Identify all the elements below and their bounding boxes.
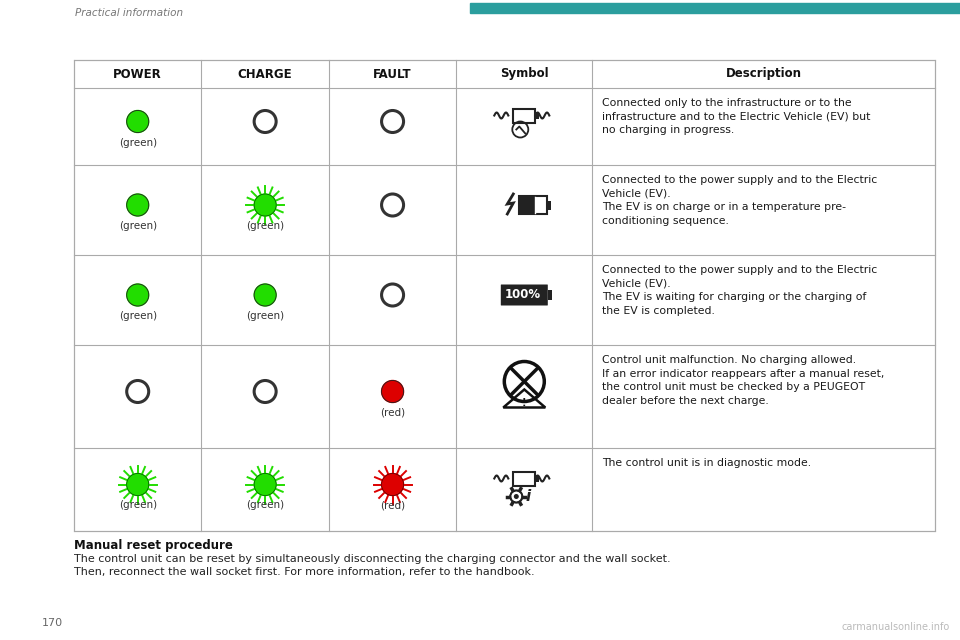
Circle shape: [381, 474, 403, 495]
Circle shape: [127, 194, 149, 216]
Text: The control unit is in diagnostic mode.: The control unit is in diagnostic mode.: [602, 458, 811, 468]
Bar: [74, 60, 935, 531]
Text: Then, reconnect the wall socket first. For more information, refer to the handbo: Then, reconnect the wall socket first. F…: [74, 567, 535, 577]
Circle shape: [381, 381, 403, 403]
Text: Connected to the power supply and to the Electric
Vehicle (EV).
The EV is waitin: Connected to the power supply and to the…: [602, 265, 877, 316]
Circle shape: [514, 494, 518, 499]
Text: Manual reset procedure: Manual reset procedure: [74, 539, 233, 552]
Circle shape: [512, 492, 521, 502]
Text: Description: Description: [726, 67, 802, 81]
Text: (red): (red): [380, 408, 405, 417]
Circle shape: [254, 284, 276, 306]
Text: (green): (green): [119, 311, 156, 321]
Text: Connected only to the infrastructure or to the
infrastructure and to the Electri: Connected only to the infrastructure or …: [602, 98, 871, 135]
Text: CHARGE: CHARGE: [238, 67, 293, 81]
Text: 170: 170: [42, 618, 63, 628]
Bar: [519, 196, 547, 214]
Text: i: i: [526, 489, 531, 504]
Text: 100%: 100%: [504, 289, 540, 301]
Text: (green): (green): [246, 311, 284, 321]
Text: (green): (green): [119, 221, 156, 231]
Text: POWER: POWER: [113, 67, 162, 81]
Text: Symbol: Symbol: [500, 67, 548, 81]
Bar: [514, 109, 536, 122]
Circle shape: [254, 194, 276, 216]
Bar: [548, 290, 552, 300]
Text: (green): (green): [119, 500, 156, 511]
Bar: [519, 196, 535, 214]
Text: (green): (green): [119, 138, 156, 147]
Text: Control unit malfunction. No charging allowed.
If an error indicator reappears a: Control unit malfunction. No charging al…: [602, 355, 885, 406]
Circle shape: [127, 474, 149, 495]
Text: (red): (red): [380, 500, 405, 511]
Text: Connected to the power supply and to the Electric
Vehicle (EV).
The EV is on cha: Connected to the power supply and to the…: [602, 175, 877, 226]
Circle shape: [254, 474, 276, 495]
Circle shape: [127, 284, 149, 306]
Bar: [536, 476, 539, 481]
Text: !: !: [522, 397, 526, 408]
Text: FAULT: FAULT: [373, 67, 412, 81]
Bar: [470, 3, 960, 13]
Bar: [536, 113, 539, 118]
Circle shape: [514, 494, 518, 499]
Bar: [547, 200, 551, 209]
Text: (green): (green): [246, 221, 284, 231]
Text: The control unit can be reset by simultaneously disconnecting the charging conne: The control unit can be reset by simulta…: [74, 554, 671, 564]
Text: Practical information: Practical information: [75, 8, 183, 18]
Bar: [514, 472, 536, 486]
Text: (green): (green): [246, 500, 284, 511]
Circle shape: [127, 111, 149, 132]
Text: carmanualsonline.info: carmanualsonline.info: [842, 622, 950, 632]
FancyBboxPatch shape: [501, 285, 548, 305]
